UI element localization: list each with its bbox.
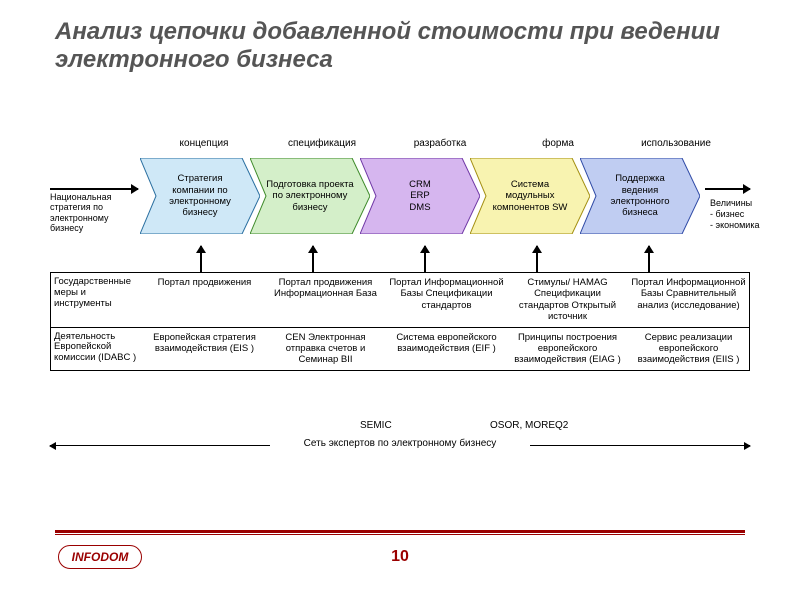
up-arrow-icon: [536, 246, 538, 272]
expert-network: Сеть экспертов по электронному бизнесу: [50, 438, 750, 452]
table-cell: CEN Электронная отправка счетов и Семина…: [265, 328, 386, 370]
up-arrow-icon: [200, 246, 202, 272]
up-arrow-icon: [312, 246, 314, 272]
output-arrow-icon: [705, 188, 750, 190]
chevron-text: CRM ERP DMS: [374, 158, 466, 234]
arrow-left-icon: [50, 445, 270, 446]
page-number: 10: [0, 548, 800, 566]
phase-label: разработка: [381, 138, 499, 149]
osor-label: OSOR, MOREQ2: [490, 420, 568, 431]
chevron-stage: Подготовка проекта по электронному бизне…: [250, 158, 370, 234]
semic-label: SEMIC: [360, 420, 392, 431]
up-arrow-icon: [648, 246, 650, 272]
page-title: Анализ цепочки добавленной стоимости при…: [0, 0, 800, 83]
table-row: Деятельность Европейской комиссии (IDABC…: [51, 328, 749, 370]
chevron-text: Стратегия компании по электронному бизне…: [154, 158, 246, 234]
chevron-stage: CRM ERP DMS: [360, 158, 480, 234]
chevron-stage: Поддержка ведения электронного бизнеса: [580, 158, 700, 234]
support-table: Государственные меры и инструменты Порта…: [50, 272, 750, 371]
chevron-stage: Система модульных компонентов SW: [470, 158, 590, 234]
output-label: Величины - бизнес - экономика: [710, 198, 770, 230]
table-cell: Сервис реализации европейского взаимодей…: [628, 328, 749, 370]
table-cell: Европейская стратегия взаимодействия (EI…: [144, 328, 265, 370]
table-cell: Портал продвижения Информационная База: [265, 273, 386, 327]
table-cell: Принципы построения европейского взаимод…: [507, 328, 628, 370]
arrow-right-icon: [530, 445, 750, 446]
table-cell: Портал Информационной Базы Спецификации …: [386, 273, 507, 327]
phase-label: спецификация: [263, 138, 381, 149]
row-header: Государственные меры и инструменты: [51, 273, 144, 327]
phase-label: форма: [499, 138, 617, 149]
table-cell: Портал продвижения: [144, 273, 265, 327]
chevron-stage: Стратегия компании по электронному бизне…: [140, 158, 260, 234]
up-arrow-icon: [424, 246, 426, 272]
phase-labels-row: концепция спецификация разработка форма …: [145, 138, 735, 149]
expert-network-label: Сеть экспертов по электронному бизнесу: [275, 438, 525, 449]
table-row: Государственные меры и инструменты Порта…: [51, 273, 749, 328]
chevron-text: Подготовка проекта по электронному бизне…: [264, 158, 356, 234]
table-cell: Система европейского взаимодействия (EIF…: [386, 328, 507, 370]
footer-divider: [55, 530, 745, 535]
table-cell: Портал Информационной Базы Сравнительный…: [628, 273, 749, 327]
phase-label: концепция: [145, 138, 263, 149]
chevron-row: Стратегия компании по электронному бизне…: [50, 158, 750, 238]
table-cell: Стимулы/ HAMAG Спецификации стандартов О…: [507, 273, 628, 327]
phase-label: использование: [617, 138, 735, 149]
chevron-text: Поддержка ведения электронного бизнеса: [594, 158, 686, 234]
row-header: Деятельность Европейской комиссии (IDABC…: [51, 328, 144, 370]
chevron-text: Система модульных компонентов SW: [484, 158, 576, 234]
